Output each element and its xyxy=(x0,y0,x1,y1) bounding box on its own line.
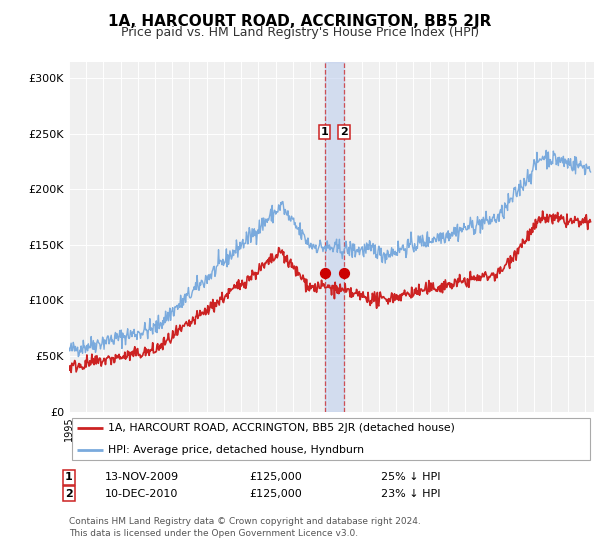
Text: 13-NOV-2009: 13-NOV-2009 xyxy=(105,472,179,482)
Text: 10-DEC-2010: 10-DEC-2010 xyxy=(105,489,178,499)
Text: 2: 2 xyxy=(65,489,73,499)
Text: 2: 2 xyxy=(340,127,348,137)
Bar xyxy=(325,62,344,412)
Text: 1A, HARCOURT ROAD, ACCRINGTON, BB5 2JR (detached house): 1A, HARCOURT ROAD, ACCRINGTON, BB5 2JR (… xyxy=(109,423,455,433)
Text: Contains HM Land Registry data © Crown copyright and database right 2024.: Contains HM Land Registry data © Crown c… xyxy=(69,517,421,526)
Text: HPI: Average price, detached house, Hyndburn: HPI: Average price, detached house, Hynd… xyxy=(109,445,364,455)
Text: 1A, HARCOURT ROAD, ACCRINGTON, BB5 2JR: 1A, HARCOURT ROAD, ACCRINGTON, BB5 2JR xyxy=(109,14,491,29)
Text: This data is licensed under the Open Government Licence v3.0.: This data is licensed under the Open Gov… xyxy=(69,529,358,538)
Text: 23% ↓ HPI: 23% ↓ HPI xyxy=(381,489,440,499)
FancyBboxPatch shape xyxy=(71,418,590,460)
Text: £125,000: £125,000 xyxy=(249,472,302,482)
Point xyxy=(339,268,349,277)
Text: Price paid vs. HM Land Registry's House Price Index (HPI): Price paid vs. HM Land Registry's House … xyxy=(121,26,479,39)
Point xyxy=(320,268,330,277)
Text: 25% ↓ HPI: 25% ↓ HPI xyxy=(381,472,440,482)
Text: 1: 1 xyxy=(65,472,73,482)
Text: £125,000: £125,000 xyxy=(249,489,302,499)
Text: 1: 1 xyxy=(320,127,328,137)
